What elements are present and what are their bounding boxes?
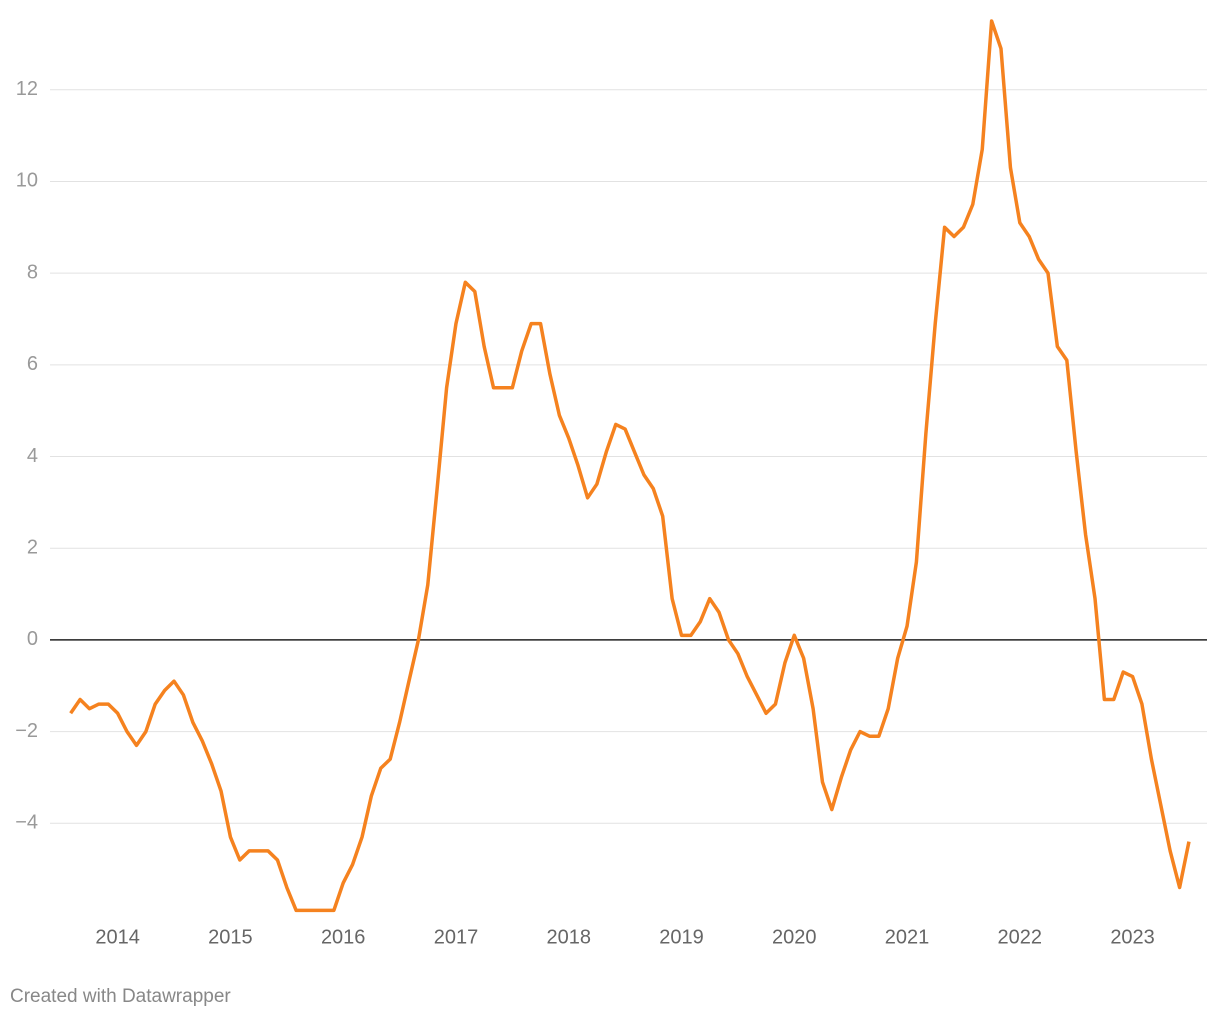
x-tick-label: 2016 [321, 926, 366, 948]
y-tick-label: 12 [16, 78, 38, 100]
x-tick-label: 2019 [659, 926, 704, 948]
y-tick-label: 6 [27, 353, 38, 375]
y-tick-label: −2 [15, 720, 38, 742]
data-line [69, 19, 1191, 913]
y-tick-label: 2 [27, 537, 38, 559]
footer: Created with Datawrapper [10, 986, 231, 1007]
y-tick-label: −4 [15, 812, 38, 834]
x-tick-label: 2018 [546, 926, 591, 948]
x-tick-label: 2022 [998, 926, 1043, 948]
x-tick-label: 2023 [1110, 926, 1155, 948]
x-tick-label: 2021 [885, 926, 930, 948]
y-tick-label: 10 [16, 170, 38, 192]
y-tick-label: 4 [27, 445, 38, 467]
y-tick-label: 0 [27, 628, 38, 650]
x-tick-label: 2017 [434, 926, 479, 948]
x-tick-label: 2014 [95, 926, 140, 948]
x-tick-label: 2015 [208, 926, 253, 948]
y-tick-label: 8 [27, 261, 38, 283]
x-tick-label: 2020 [772, 926, 817, 948]
